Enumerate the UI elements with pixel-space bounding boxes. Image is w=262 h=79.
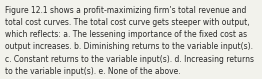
Text: c. Constant returns to the variable input(s). d. Increasing returns: c. Constant returns to the variable inpu…: [5, 55, 254, 64]
Text: which reflects: a. The lessening importance of the fixed cost as: which reflects: a. The lessening importa…: [5, 30, 247, 39]
Text: Figure 12.1 shows a profit-maximizing firm’s total revenue and: Figure 12.1 shows a profit-maximizing fi…: [5, 6, 246, 15]
Text: total cost curves. The total cost curve gets steeper with output,: total cost curves. The total cost curve …: [5, 18, 249, 27]
Text: to the variable input(s). e. None of the above.: to the variable input(s). e. None of the…: [5, 67, 180, 76]
Text: output increases. b. Diminishing returns to the variable input(s).: output increases. b. Diminishing returns…: [5, 42, 253, 51]
